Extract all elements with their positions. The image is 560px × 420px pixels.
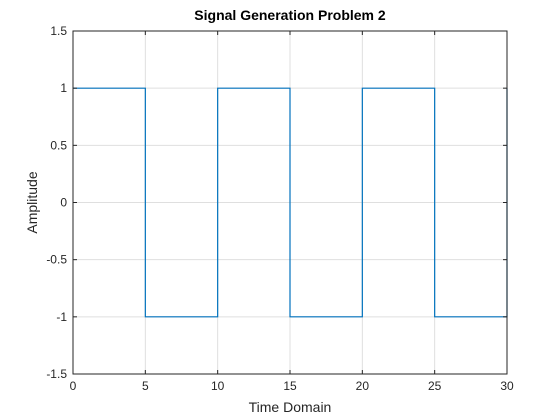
x-tick-label: 0 [70,379,77,393]
x-axis-label: Time Domain [249,399,332,415]
y-tick-label: 0.5 [50,138,67,152]
ticks: 0 5 10 15 20 25 30 -1.5 -1 -0.5 0 0.5 1 1.5 [46,24,514,393]
series-layer [73,87,508,318]
x-tick-label: 30 [500,379,514,393]
x-tick-label: 10 [211,379,225,393]
x-tick-label: 25 [428,379,442,393]
y-tick-label: 0 [60,196,67,210]
x-tick-label: 20 [356,379,370,393]
y-tick-label: 1 [60,81,67,95]
y-axis-label: Amplitude [24,171,40,233]
x-tick-label: 15 [283,379,297,393]
series-line [73,87,508,318]
x-tick-label: 5 [142,379,149,393]
chart-title: Signal Generation Problem 2 [194,7,386,23]
y-tick-label: -1 [56,310,67,324]
y-tick-label: -0.5 [46,253,67,267]
y-tick-label: -1.5 [46,367,67,381]
y-tick-label: 1.5 [50,24,67,38]
